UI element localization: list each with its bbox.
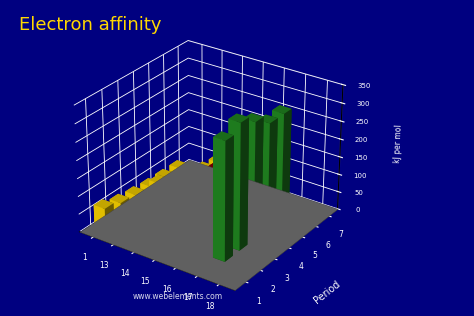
Y-axis label: Period: Period: [312, 278, 342, 305]
Text: Electron affinity: Electron affinity: [19, 16, 162, 34]
Text: www.webelements.com: www.webelements.com: [133, 292, 223, 301]
